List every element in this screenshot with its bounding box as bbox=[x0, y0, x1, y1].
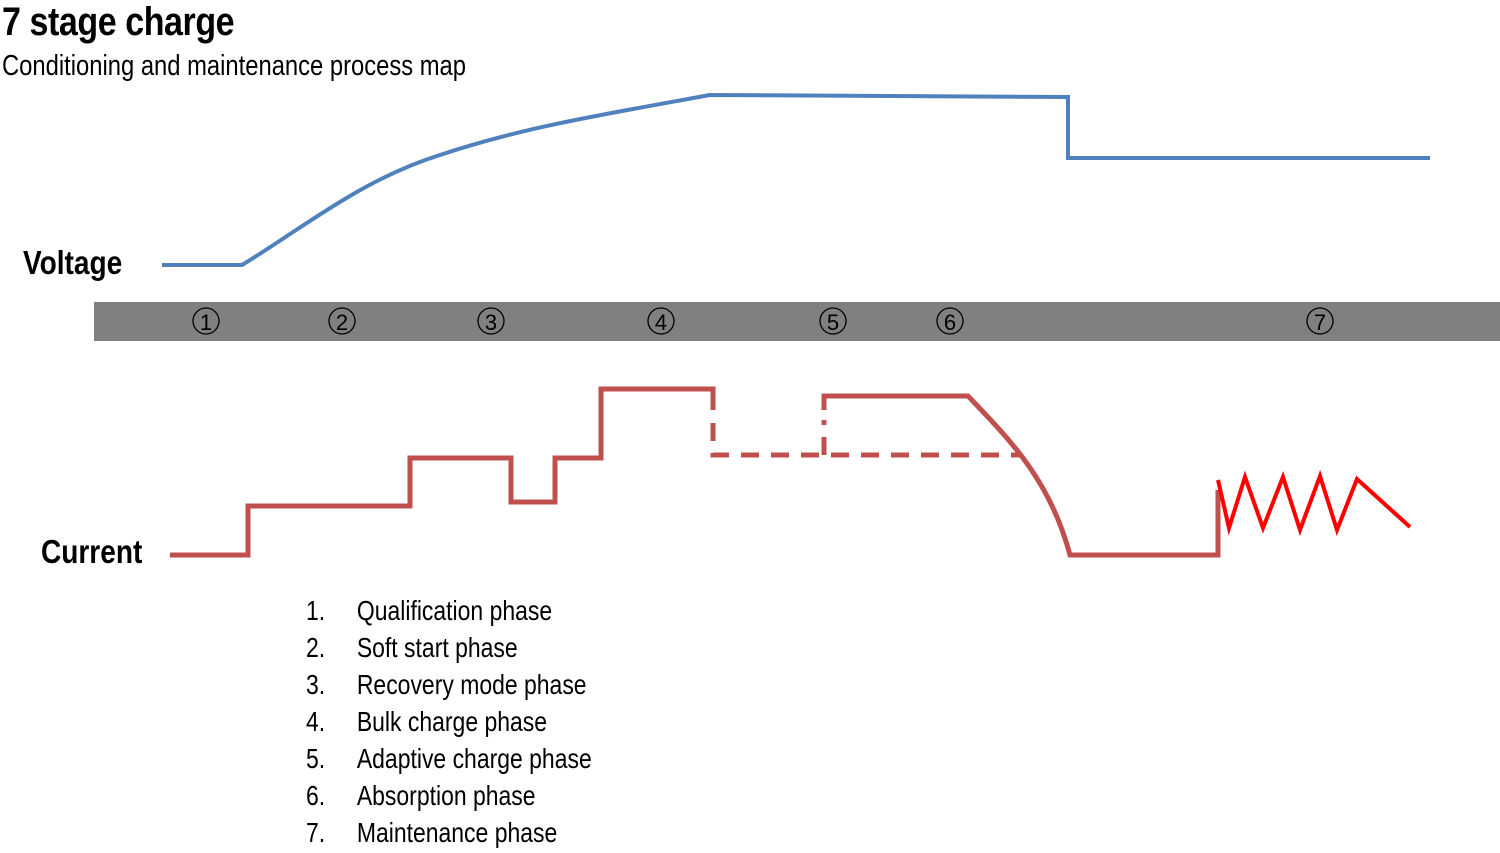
legend-label: Maintenance phase bbox=[356, 817, 558, 848]
legend-item: 1. Qualification phase bbox=[306, 592, 592, 629]
legend-number: 3. bbox=[306, 669, 326, 700]
legend-number: 7. bbox=[306, 817, 326, 848]
phase-legend: 1. Qualification phase 2. Soft start phase… bbox=[306, 592, 592, 851]
legend-number: 6. bbox=[306, 780, 326, 811]
legend-item: 6. Absorption phase bbox=[306, 777, 592, 814]
stage-marker-number: 5 bbox=[827, 310, 839, 335]
stage-marker-6: 6 bbox=[936, 307, 964, 335]
legend-item: 3. Recovery mode phase bbox=[306, 666, 592, 703]
voltage-curve bbox=[162, 92, 1430, 267]
legend-item: 5. Adaptive charge phase bbox=[306, 740, 592, 777]
stage-marker-circle bbox=[819, 307, 847, 335]
stage-marker-circle bbox=[1306, 307, 1334, 335]
legend-number: 4. bbox=[306, 706, 326, 737]
stage-bar bbox=[94, 302, 1500, 341]
current-label: Current bbox=[41, 533, 143, 570]
diagram-subtitle: Conditioning and maintenance process map bbox=[2, 50, 467, 82]
stage-marker-number: 7 bbox=[1314, 310, 1326, 335]
stage-markers: 1 2 3 4 5 6 7 bbox=[192, 307, 1334, 335]
legend-label: Bulk charge phase bbox=[356, 706, 548, 737]
stage-marker-circle bbox=[192, 307, 220, 335]
stage-marker-number: 4 bbox=[655, 310, 667, 335]
legend-number: 5. bbox=[306, 743, 326, 774]
stage-marker-5: 5 bbox=[819, 307, 847, 335]
current-dashed-segment bbox=[710, 420, 1020, 458]
legend-item: 4. Bulk charge phase bbox=[306, 703, 592, 740]
stage-marker-3: 3 bbox=[477, 307, 505, 335]
voltage-label: Voltage bbox=[23, 244, 123, 281]
legend-label: Soft start phase bbox=[356, 632, 518, 663]
diagram-title: 7 stage charge bbox=[2, 0, 235, 44]
stage-marker-circle bbox=[328, 307, 356, 335]
legend-label: Qualification phase bbox=[356, 595, 553, 626]
stage-marker-number: 1 bbox=[200, 310, 212, 335]
legend-label: Recovery mode phase bbox=[356, 669, 587, 700]
stage-marker-circle bbox=[477, 307, 505, 335]
stage-marker-number: 6 bbox=[944, 310, 956, 335]
stage-marker-1: 1 bbox=[192, 307, 220, 335]
stage-marker-number: 2 bbox=[336, 310, 348, 335]
stage-marker-2: 2 bbox=[328, 307, 356, 335]
legend-number: 2. bbox=[306, 632, 326, 663]
stage-marker-number: 3 bbox=[485, 310, 497, 335]
maintenance-zigzag bbox=[1216, 469, 1412, 537]
absorption-curve bbox=[821, 393, 1221, 558]
stage-marker-circle bbox=[647, 307, 675, 335]
legend-item: 2. Soft start phase bbox=[306, 629, 592, 666]
stage-marker-circle bbox=[936, 307, 964, 335]
stage-marker-4: 4 bbox=[647, 307, 675, 335]
legend-item: 7. Maintenance phase bbox=[306, 814, 592, 851]
legend-label: Absorption phase bbox=[356, 780, 536, 811]
legend-label: Adaptive charge phase bbox=[356, 743, 592, 774]
current-curve bbox=[170, 386, 716, 558]
legend-number: 1. bbox=[306, 595, 326, 626]
stage-marker-7: 7 bbox=[1306, 307, 1334, 335]
